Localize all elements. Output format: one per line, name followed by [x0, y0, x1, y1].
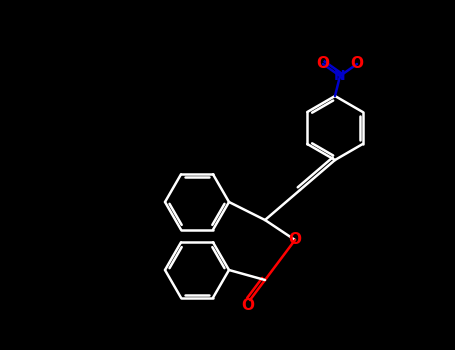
Text: O: O [288, 232, 302, 247]
Text: N: N [334, 69, 346, 83]
Text: O: O [350, 56, 364, 71]
Text: O: O [242, 298, 254, 313]
Text: O: O [317, 56, 329, 71]
